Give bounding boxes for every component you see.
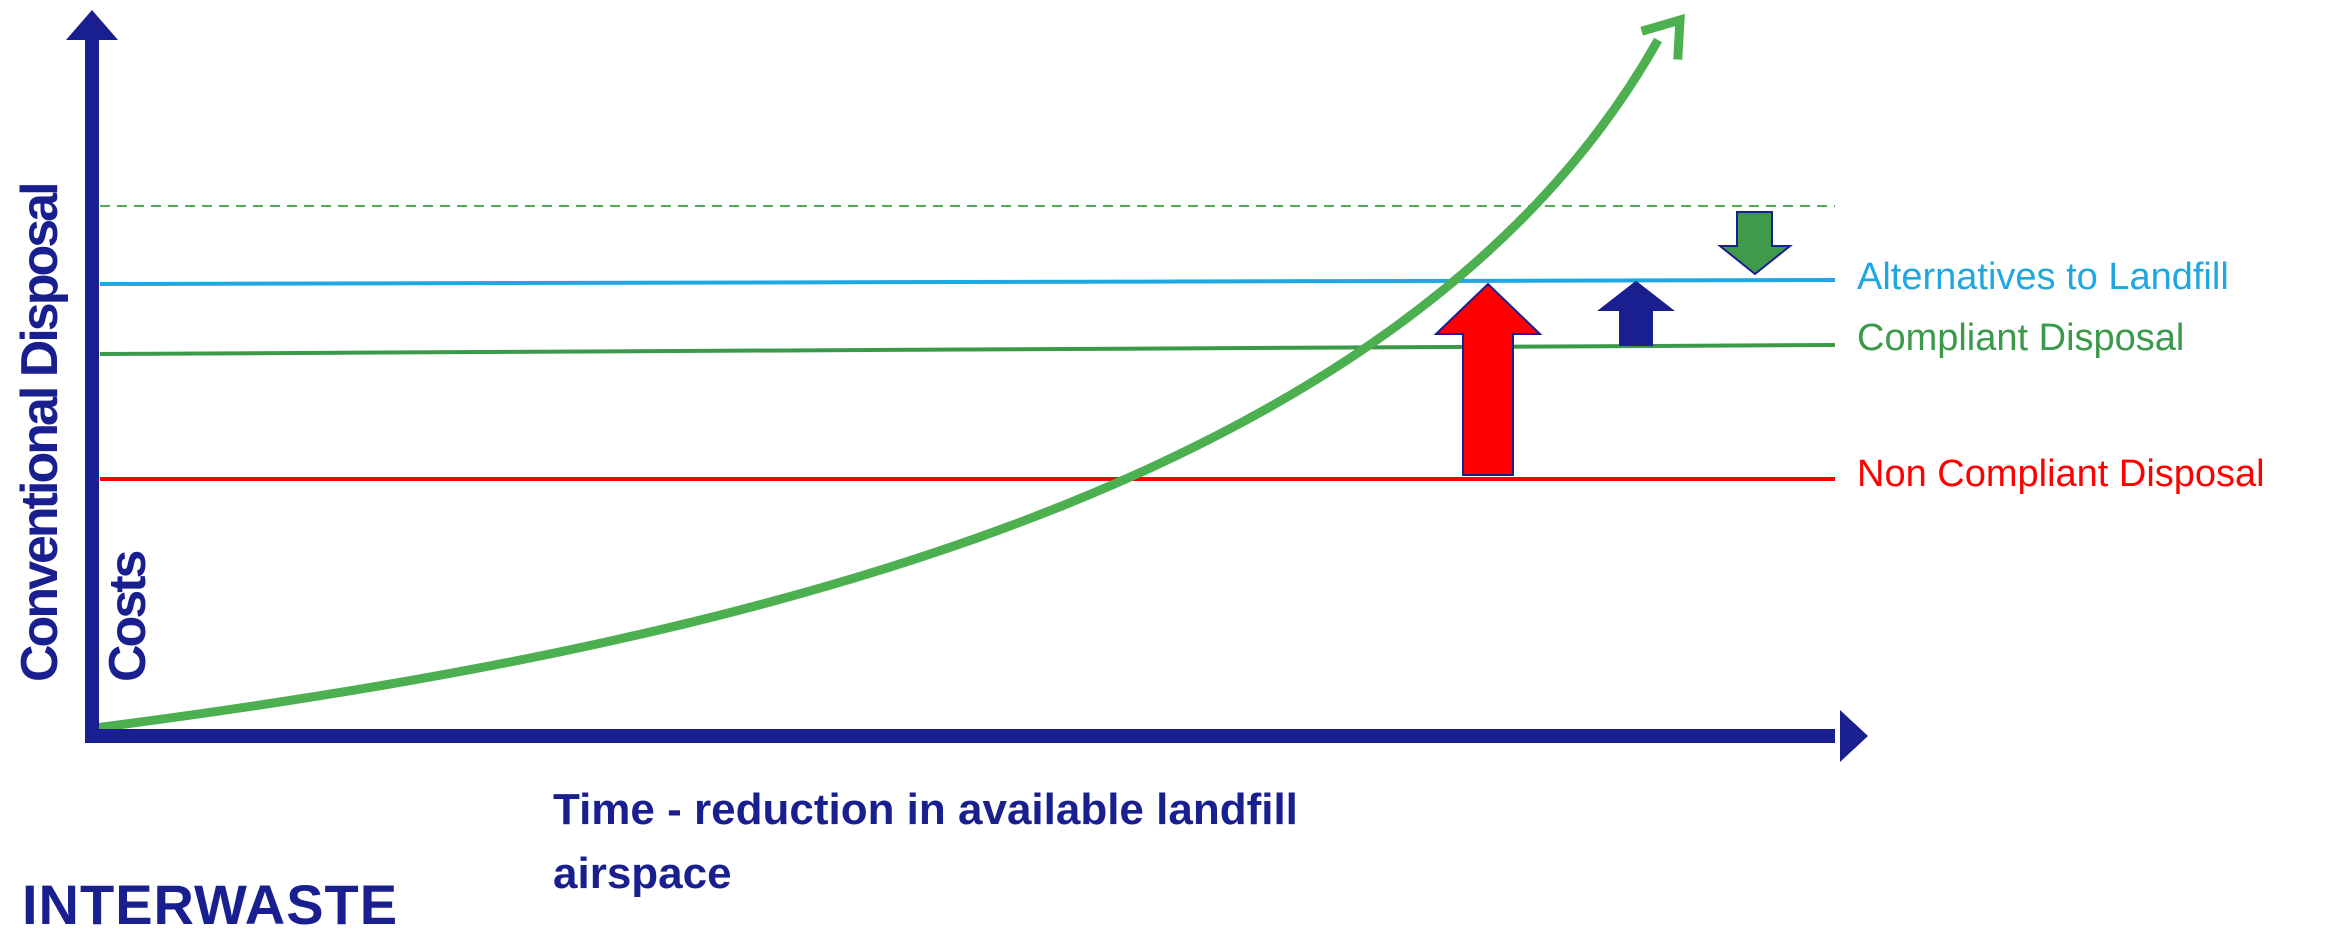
compliant-level-line [99, 343, 1836, 356]
y-axis-arrowhead [66, 10, 118, 40]
y-axis-label-costs: Costs [99, 552, 157, 682]
alternatives-level-line [99, 278, 1836, 286]
rising-cost-curve [94, 37, 1662, 733]
green-down-arrow [1717, 211, 1793, 276]
blue-up-arrow [1597, 280, 1675, 346]
y-axis-label: Conventional Disposal [11, 184, 69, 682]
x-axis-arrowhead [1840, 710, 1868, 762]
red-up-arrow [1433, 282, 1543, 476]
alternatives-label: Alternatives to Landfill [1857, 256, 2229, 298]
interwaste-logo: INTERWASTE [22, 873, 399, 936]
compliant-label: Compliant Disposal [1857, 317, 2185, 359]
curve-arrowhead [1640, 13, 1685, 60]
x-axis-label: Time - reduction in available landfill a… [553, 785, 1298, 898]
non-compliant-label: Non Compliant Disposal [1857, 453, 2265, 495]
